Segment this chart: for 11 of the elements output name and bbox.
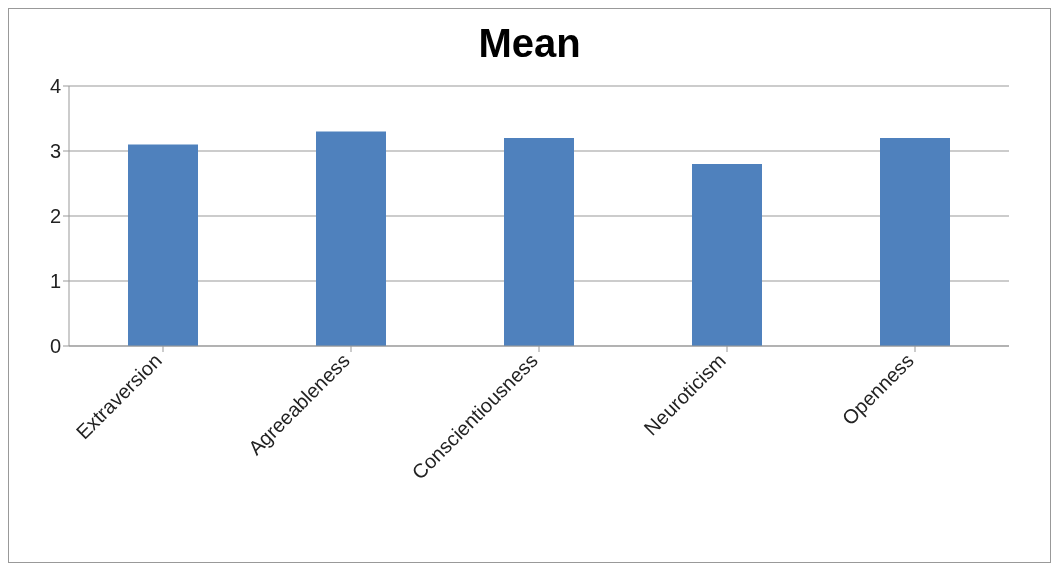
bar — [316, 131, 386, 346]
bar — [128, 144, 198, 346]
bar — [504, 138, 574, 346]
y-tick-label: 4 — [49, 75, 61, 98]
bar — [880, 138, 950, 346]
chart-title: Mean — [477, 21, 582, 66]
y-tick-label: 0 — [49, 335, 61, 358]
y-tick-label: 2 — [49, 205, 61, 228]
y-tick-label: 1 — [49, 270, 61, 293]
bar — [692, 164, 762, 346]
y-tick-label: 3 — [49, 140, 61, 163]
